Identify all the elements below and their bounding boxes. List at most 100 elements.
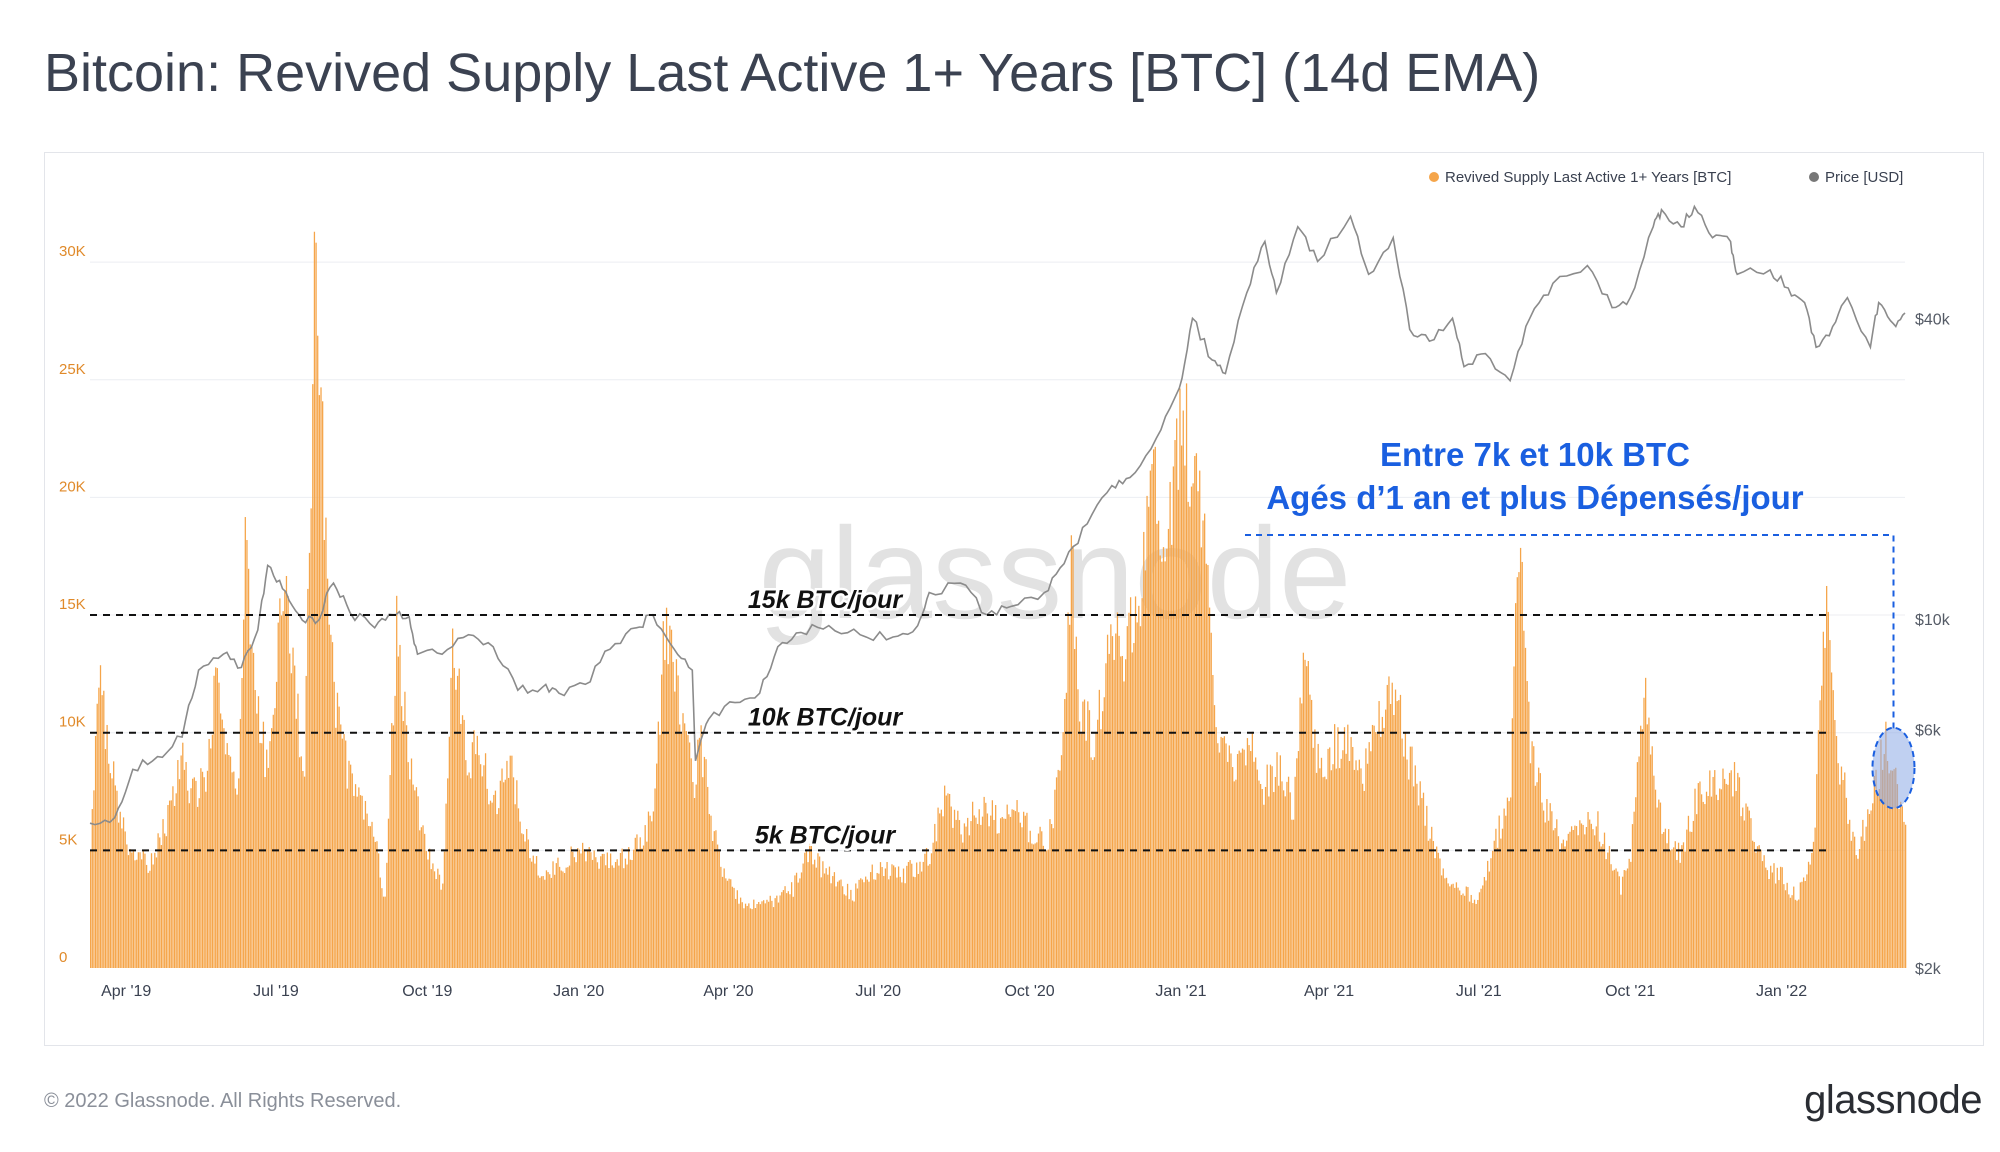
supply-bar: [185, 762, 187, 968]
supply-bar: [349, 764, 352, 968]
supply-bar: [1829, 640, 1831, 968]
supply-bar: [414, 790, 416, 968]
supply-bar: [1064, 699, 1066, 968]
supply-bar: [886, 861, 888, 968]
supply-bar: [659, 734, 661, 968]
supply-bar: [1890, 770, 1892, 968]
supply-bar: [346, 788, 348, 968]
supply-bar: [1602, 844, 1604, 968]
supply-bar: [1360, 768, 1362, 968]
supply-bar: [1503, 808, 1505, 968]
supply-bar: [1149, 470, 1151, 968]
supply-bar: [756, 904, 758, 968]
supply-bar: [1059, 770, 1061, 968]
supply-bar: [1533, 746, 1535, 968]
supply-bar: [488, 804, 490, 968]
supply-bar: [782, 890, 785, 968]
supply-bar: [491, 802, 493, 968]
supply-bar: [93, 790, 95, 968]
supply-bar: [1631, 824, 1634, 968]
supply-bar: [939, 813, 941, 968]
supply-bar: [409, 779, 411, 968]
supply-bar: [1835, 736, 1838, 968]
supply-bar: [1735, 791, 1737, 968]
supply-bar: [1883, 754, 1885, 968]
supply-bar: [187, 790, 189, 968]
supply-bar: [1480, 888, 1482, 968]
reference-line-label: 5k BTC/jour: [755, 821, 897, 849]
supply-bar: [1419, 781, 1421, 968]
supply-bar: [687, 735, 689, 968]
supply-bar: [736, 890, 738, 968]
supply-bar: [1297, 751, 1300, 968]
supply-bar: [529, 858, 531, 968]
supply-bar: [264, 777, 266, 968]
supply-bar: [827, 874, 829, 968]
supply-bar: [127, 855, 130, 968]
supply-bar: [1309, 694, 1311, 968]
supply-bar: [930, 853, 933, 968]
supply-bar: [489, 800, 492, 968]
supply-bar: [1549, 803, 1551, 968]
supply-bar: [1459, 890, 1461, 968]
supply-bar: [596, 862, 599, 968]
bar-series: [90, 231, 1907, 969]
supply-bar: [119, 811, 121, 968]
supply-bar: [1895, 767, 1897, 968]
supply-bar: [300, 756, 302, 968]
supply-bar: [257, 696, 260, 968]
supply-bar: [1722, 768, 1724, 968]
supply-bar: [501, 768, 503, 968]
supply-bar: [1041, 831, 1043, 968]
supply-bar: [1519, 547, 1522, 968]
supply-bar: [968, 835, 970, 968]
supply-bar: [205, 791, 207, 968]
supply-bar: [1559, 852, 1561, 968]
supply-bar: [1615, 868, 1617, 968]
supply-bar: [682, 713, 684, 968]
supply-bar: [855, 883, 857, 968]
supply-bar: [221, 719, 223, 968]
supply-bar: [1202, 520, 1204, 968]
supply-bar: [1291, 819, 1293, 968]
supply-bar: [1208, 607, 1211, 968]
supply-bar: [1873, 775, 1876, 968]
supply-bar: [606, 852, 608, 968]
supply-bar: [1412, 786, 1415, 968]
supply-bar: [172, 786, 174, 968]
supply-bar: [1166, 548, 1168, 968]
supply-bar: [535, 856, 538, 968]
supply-bar: [470, 778, 472, 968]
annotation-line-2: Agés d’1 an et plus Dépensés/jour: [1266, 479, 1803, 516]
supply-bar: [702, 777, 704, 968]
supply-bar: [134, 860, 136, 968]
supply-bar: [1659, 802, 1662, 968]
supply-bar: [1723, 778, 1726, 968]
supply-bar: [402, 721, 404, 968]
reference-lines: 15k BTC/jour 10k BTC/jour 5k BTC/jour: [90, 584, 1830, 852]
supply-bar: [1241, 748, 1244, 968]
supply-bar: [621, 848, 623, 968]
supply-bar: [1273, 792, 1275, 968]
supply-bar: [995, 805, 997, 968]
supply-bar: [1607, 852, 1609, 968]
supply-bar: [397, 656, 399, 968]
supply-bar: [654, 788, 656, 968]
supply-bar: [1258, 780, 1260, 968]
supply-bar: [1338, 768, 1341, 968]
supply-bar: [567, 867, 569, 968]
supply-bar: [1579, 820, 1581, 968]
supply-bar: [1900, 801, 1902, 968]
supply-bar: [376, 841, 378, 968]
supply-bar: [1541, 802, 1543, 968]
supply-bar: [137, 852, 139, 968]
supply-bar: [1755, 852, 1757, 968]
supply-bar: [1737, 772, 1739, 968]
supply-bar: [1350, 737, 1352, 968]
supply-bar: [790, 882, 793, 968]
supply-bar: [1245, 765, 1247, 968]
supply-bar: [267, 767, 269, 968]
supply-bar: [786, 893, 788, 968]
supply-bar: [277, 622, 279, 968]
supply-bar: [1334, 724, 1336, 968]
